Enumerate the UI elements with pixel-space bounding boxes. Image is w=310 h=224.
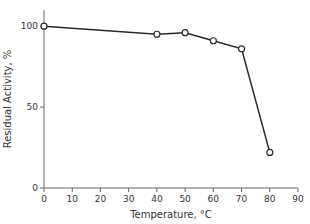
x-tick: [241, 188, 242, 192]
x-tick: [156, 188, 157, 192]
plot-area: [41, 23, 273, 155]
x-tick-label: 70: [236, 194, 248, 204]
y-tick-label: 100: [21, 21, 38, 31]
data-point: [182, 30, 188, 36]
y-tick: [40, 188, 44, 189]
chart: 0 10 20 30 40 50 60 70 80 90 0 50 100 Temperature, °C…: [0, 0, 310, 224]
data-point: [154, 31, 160, 37]
data-point: [41, 23, 47, 29]
y-axis-line: [44, 10, 45, 188]
y-tick-label: 0: [32, 183, 38, 193]
y-axis-label: Residual Activity, %: [2, 50, 13, 149]
x-tick: [213, 188, 214, 192]
x-tick-label: 30: [123, 194, 135, 204]
x-tick-label: 60: [208, 194, 220, 204]
x-tick: [298, 188, 299, 192]
x-axis-label: Temperature, °C: [129, 209, 212, 220]
data-point: [267, 149, 273, 155]
data-line: [44, 26, 270, 152]
x-tick: [100, 188, 101, 192]
chart-container: 0 10 20 30 40 50 60 70 80 90 0 50 100 Temperature, °C…: [0, 0, 310, 224]
y-tick-label: 50: [27, 102, 39, 112]
x-tick-label: 0: [41, 194, 47, 204]
x-tick-label: 90: [292, 194, 304, 204]
x-tick-label: 20: [95, 194, 107, 204]
x-tick: [128, 188, 129, 192]
x-tick: [44, 188, 45, 192]
x-tick: [72, 188, 73, 192]
x-axis-line: [44, 188, 298, 189]
data-point: [239, 46, 245, 52]
x-tick-label: 40: [151, 194, 163, 204]
y-tick: [40, 107, 44, 108]
x-tick-label: 50: [179, 194, 191, 204]
x-tick: [185, 188, 186, 192]
x-tick-label: 10: [66, 194, 78, 204]
x-tick: [269, 188, 270, 192]
data-point: [210, 38, 216, 44]
x-tick-label: 80: [264, 194, 276, 204]
